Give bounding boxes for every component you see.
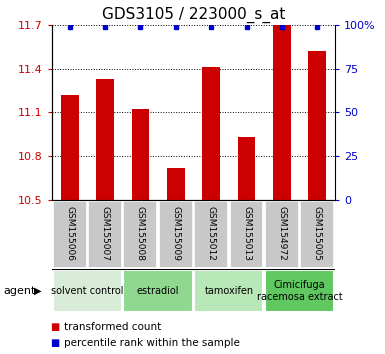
Text: Cimicifuga
racemosa extract: Cimicifuga racemosa extract xyxy=(257,280,342,302)
Text: GSM155008: GSM155008 xyxy=(136,206,145,261)
Bar xyxy=(229,201,263,268)
Bar xyxy=(194,201,228,268)
Bar xyxy=(132,109,149,200)
Text: percentile rank within the sample: percentile rank within the sample xyxy=(64,338,239,348)
Bar xyxy=(167,168,185,200)
Text: estradiol: estradiol xyxy=(137,286,179,296)
Title: GDS3105 / 223000_s_at: GDS3105 / 223000_s_at xyxy=(102,7,285,23)
Text: ■: ■ xyxy=(50,322,59,332)
Bar xyxy=(194,270,263,313)
Bar xyxy=(202,67,220,200)
Bar xyxy=(308,51,326,200)
Bar xyxy=(265,270,334,313)
Text: ■: ■ xyxy=(50,338,59,348)
Bar xyxy=(273,25,291,200)
Bar xyxy=(265,201,299,268)
Bar xyxy=(300,201,334,268)
Text: ▶: ▶ xyxy=(33,286,41,296)
Bar xyxy=(53,270,122,313)
Text: GSM155013: GSM155013 xyxy=(242,206,251,261)
Bar xyxy=(53,201,87,268)
Text: GSM155006: GSM155006 xyxy=(65,206,74,261)
Bar xyxy=(96,79,114,200)
Text: GSM155005: GSM155005 xyxy=(313,206,322,261)
Text: solvent control: solvent control xyxy=(51,286,124,296)
Text: GSM154972: GSM154972 xyxy=(277,206,286,260)
Text: GSM155009: GSM155009 xyxy=(171,206,180,261)
Bar xyxy=(124,201,157,268)
Bar xyxy=(238,137,255,200)
Text: tamoxifen: tamoxifen xyxy=(204,286,253,296)
Text: transformed count: transformed count xyxy=(64,322,161,332)
Bar xyxy=(61,95,79,200)
Text: agent: agent xyxy=(4,286,36,296)
Bar xyxy=(124,270,193,313)
Text: GSM155012: GSM155012 xyxy=(207,206,216,261)
Bar xyxy=(159,201,193,268)
Bar xyxy=(88,201,122,268)
Text: GSM155007: GSM155007 xyxy=(100,206,110,261)
